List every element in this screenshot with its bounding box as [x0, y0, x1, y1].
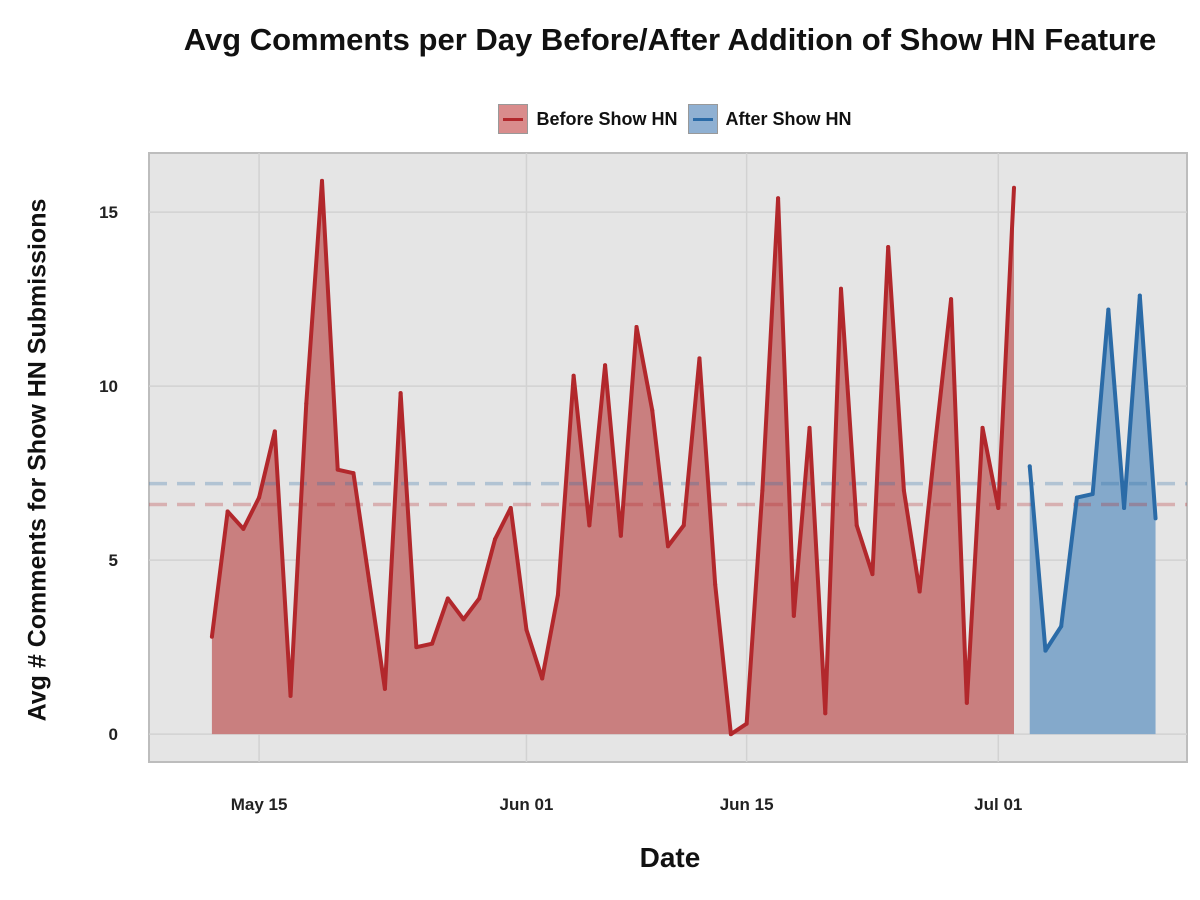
data-point-0-42 — [870, 572, 875, 577]
data-point-1-6 — [1122, 505, 1127, 510]
data-point-1-3 — [1074, 495, 1079, 500]
legend-key-before — [498, 104, 529, 134]
data-point-0-4 — [272, 429, 277, 434]
data-point-0-49 — [980, 425, 985, 430]
data-point-0-17 — [477, 596, 482, 601]
data-point-0-46 — [933, 439, 938, 444]
data-point-0-45 — [917, 589, 922, 594]
data-point-0-34 — [744, 721, 749, 726]
data-point-0-12 — [398, 391, 403, 396]
data-point-0-47 — [949, 297, 954, 302]
legend-label-before: Before Show HN — [536, 108, 678, 129]
data-point-0-3 — [257, 495, 262, 500]
data-point-1-8 — [1153, 516, 1158, 521]
data-point-0-35 — [760, 488, 765, 493]
x-tick-label-2: Jun 15 — [720, 795, 774, 814]
data-point-0-23 — [571, 373, 576, 378]
data-point-0-39 — [823, 711, 828, 716]
data-point-0-25 — [603, 363, 608, 368]
data-point-0-48 — [964, 700, 969, 705]
x-tick-label-3: Jul 01 — [974, 795, 1022, 814]
data-point-0-24 — [587, 523, 592, 528]
y-tick-label-3: 15 — [99, 203, 118, 222]
data-point-0-1 — [225, 509, 230, 514]
series-line-0 — [209, 178, 1016, 737]
data-point-0-37 — [791, 613, 796, 618]
data-point-0-5 — [288, 693, 293, 698]
data-point-0-2 — [241, 526, 246, 531]
x-tick-label-1: Jun 01 — [500, 795, 554, 814]
data-point-0-28 — [650, 408, 655, 413]
data-point-0-50 — [996, 505, 1001, 510]
data-point-0-20 — [524, 627, 529, 632]
data-point-0-44 — [901, 488, 906, 493]
data-point-0-19 — [508, 505, 513, 510]
data-point-0-9 — [351, 471, 356, 476]
legend-item-before: Before Show HN — [498, 104, 678, 134]
data-point-1-2 — [1059, 624, 1064, 629]
x-tick-label-0: May 15 — [231, 795, 288, 814]
x-axis-label: Date — [639, 842, 701, 873]
data-point-1-7 — [1137, 293, 1142, 298]
legend: Before Show HN After Show HN — [0, 104, 1200, 134]
y-tick-label-1: 5 — [109, 551, 118, 570]
data-point-0-40 — [839, 286, 843, 291]
data-point-0-36 — [776, 196, 781, 201]
data-point-0-11 — [382, 686, 387, 691]
data-point-0-7 — [320, 178, 324, 183]
data-point-0-14 — [430, 641, 435, 646]
y-tick-label-0: 0 — [109, 725, 118, 744]
data-point-0-38 — [807, 425, 812, 430]
data-point-0-13 — [414, 645, 419, 650]
data-point-0-29 — [666, 544, 670, 549]
data-point-0-30 — [681, 523, 686, 528]
series-area-1 — [1029, 295, 1156, 735]
data-point-0-18 — [493, 537, 497, 542]
data-point-0-6 — [304, 401, 309, 406]
data-point-0-8 — [335, 467, 340, 472]
data-point-0-33 — [728, 732, 733, 737]
y-tick-label-2: 10 — [99, 377, 118, 396]
data-point-0-41 — [854, 523, 859, 528]
data-point-0-15 — [445, 596, 450, 601]
data-point-0-0 — [209, 634, 214, 639]
data-point-0-10 — [367, 579, 372, 584]
data-point-0-21 — [540, 676, 545, 681]
data-point-0-26 — [618, 533, 623, 538]
data-point-0-32 — [713, 582, 718, 587]
data-point-1-0 — [1027, 464, 1032, 469]
legend-label-after: After Show HN — [725, 108, 852, 129]
legend-key-after — [687, 104, 718, 134]
data-point-0-22 — [555, 592, 560, 597]
legend-item-after: After Show HN — [687, 104, 852, 134]
data-point-0-43 — [886, 244, 891, 249]
data-point-1-4 — [1090, 492, 1095, 497]
data-point-0-31 — [697, 356, 702, 361]
data-point-1-1 — [1043, 648, 1048, 653]
chart-title: Avg Comments per Day Before/After Additi… — [183, 22, 1157, 57]
data-point-0-27 — [634, 325, 639, 329]
data-point-1-5 — [1106, 307, 1111, 312]
data-point-0-51 — [1012, 185, 1016, 190]
data-point-0-16 — [461, 617, 466, 622]
y-axis-label: Avg # Comments for Show HN Submissions — [23, 198, 52, 722]
